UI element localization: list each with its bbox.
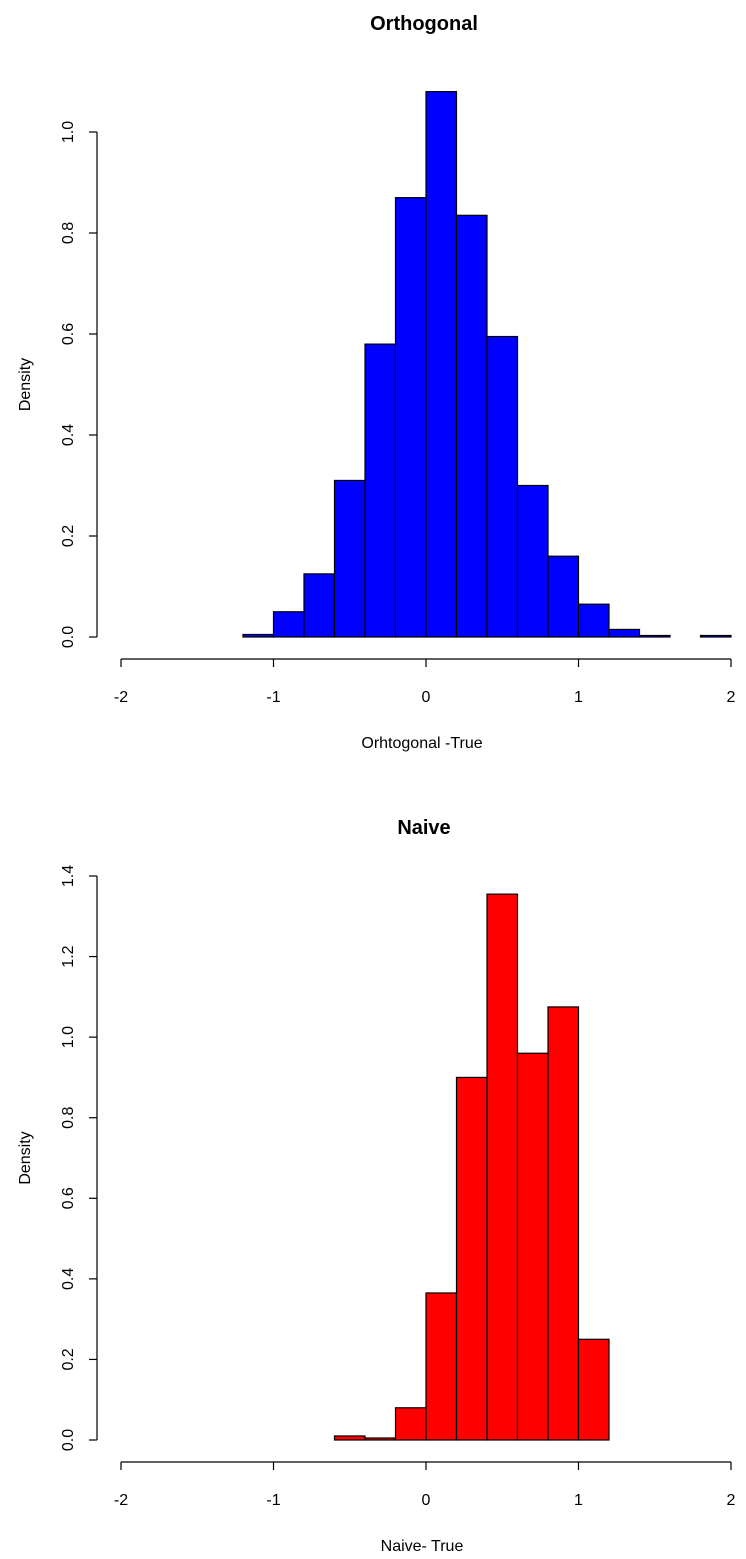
naive-x-tick-label: 2 bbox=[727, 1492, 736, 1509]
orthogonal-histogram-bar bbox=[303, 573, 336, 638]
naive-histogram-bar bbox=[394, 1407, 427, 1441]
naive-y-tick-label: 0.4 bbox=[60, 1268, 77, 1290]
orthogonal-histogram-panel: Orthogonal 0.0 0.2 0.4 0.6 0.8 1.0 -2 -1 0 1 2 Orhto… bbox=[17, 13, 735, 752]
orthogonal-histogram-bar bbox=[608, 628, 641, 638]
orthogonal-histogram-bar bbox=[364, 343, 397, 638]
naive-y-tick-label: 1.0 bbox=[60, 1026, 77, 1048]
orthogonal-y-tick-label: 0.4 bbox=[60, 424, 77, 446]
naive-x-tick-label: 0 bbox=[422, 1492, 431, 1509]
orthogonal-y-axis-label: Density bbox=[17, 358, 34, 411]
orthogonal-histogram-bar bbox=[516, 484, 549, 638]
naive-histogram-bar bbox=[333, 1435, 366, 1441]
naive-histogram-bar bbox=[577, 1338, 610, 1441]
naive-histogram-bar bbox=[455, 1076, 488, 1441]
orthogonal-chart-title: Orthogonal bbox=[370, 13, 478, 35]
naive-histogram-bar bbox=[486, 893, 519, 1441]
orthogonal-histogram-bar bbox=[272, 611, 305, 638]
orthogonal-y-tick-label: 1.0 bbox=[60, 121, 77, 143]
naive-y-tick-label: 0.2 bbox=[60, 1348, 77, 1370]
naive-histogram-bar bbox=[516, 1052, 549, 1441]
naive-histogram-bar bbox=[547, 1006, 580, 1441]
orthogonal-histogram-bar bbox=[394, 197, 427, 638]
orthogonal-histogram-bar bbox=[455, 214, 488, 638]
orthogonal-histogram-bar bbox=[333, 479, 366, 638]
orthogonal-x-tick-label: 1 bbox=[574, 689, 583, 706]
orthogonal-histogram-bar bbox=[577, 603, 610, 638]
naive-chart-title: Naive bbox=[397, 817, 450, 839]
orthogonal-histogram-bar bbox=[699, 634, 732, 638]
orthogonal-histogram-bar bbox=[547, 555, 580, 638]
orthogonal-y-tick-label: 0.6 bbox=[60, 323, 77, 345]
naive-x-axis-label: Naive- True bbox=[381, 1538, 464, 1555]
orthogonal-histogram-bar bbox=[486, 335, 519, 638]
naive-y-axis-label: Density bbox=[17, 1131, 34, 1184]
naive-y-tick-label: 0.6 bbox=[60, 1187, 77, 1209]
orthogonal-x-tick-label: 2 bbox=[727, 689, 736, 706]
naive-histogram-bar bbox=[425, 1292, 458, 1441]
orthogonal-x-axis-label: Orhtogonal -True bbox=[361, 735, 482, 752]
orthogonal-x-tick-label: 0 bbox=[422, 689, 431, 706]
naive-histogram-panel: Naive 0.0 0.2 0.4 0.6 0.8 1.0 1.2 1.4 -2 -1 0 1 2 Naiv… bbox=[17, 817, 735, 1555]
orthogonal-y-tick-label: 0.8 bbox=[60, 222, 77, 244]
orthogonal-y-tick-label: 0.2 bbox=[60, 525, 77, 547]
naive-x-tick-label: 1 bbox=[574, 1492, 583, 1509]
naive-y-tick-label: 1.4 bbox=[60, 865, 77, 887]
orthogonal-histogram-bar bbox=[242, 633, 275, 638]
naive-y-tick-label: 0.0 bbox=[60, 1429, 77, 1451]
orthogonal-x-tick-label: -2 bbox=[114, 689, 128, 706]
orthogonal-y-tick-label: 0.0 bbox=[60, 626, 77, 648]
naive-histogram-bar bbox=[364, 1437, 397, 1441]
orthogonal-histogram-bar bbox=[425, 90, 458, 638]
naive-x-tick-label: -1 bbox=[266, 1492, 280, 1509]
naive-x-tick-label: -2 bbox=[114, 1492, 128, 1509]
naive-y-tick-label: 1.2 bbox=[60, 945, 77, 967]
orthogonal-histogram-bar bbox=[638, 634, 671, 638]
naive-y-tick-label: 0.8 bbox=[60, 1106, 77, 1128]
orthogonal-x-tick-label: -1 bbox=[266, 689, 280, 706]
